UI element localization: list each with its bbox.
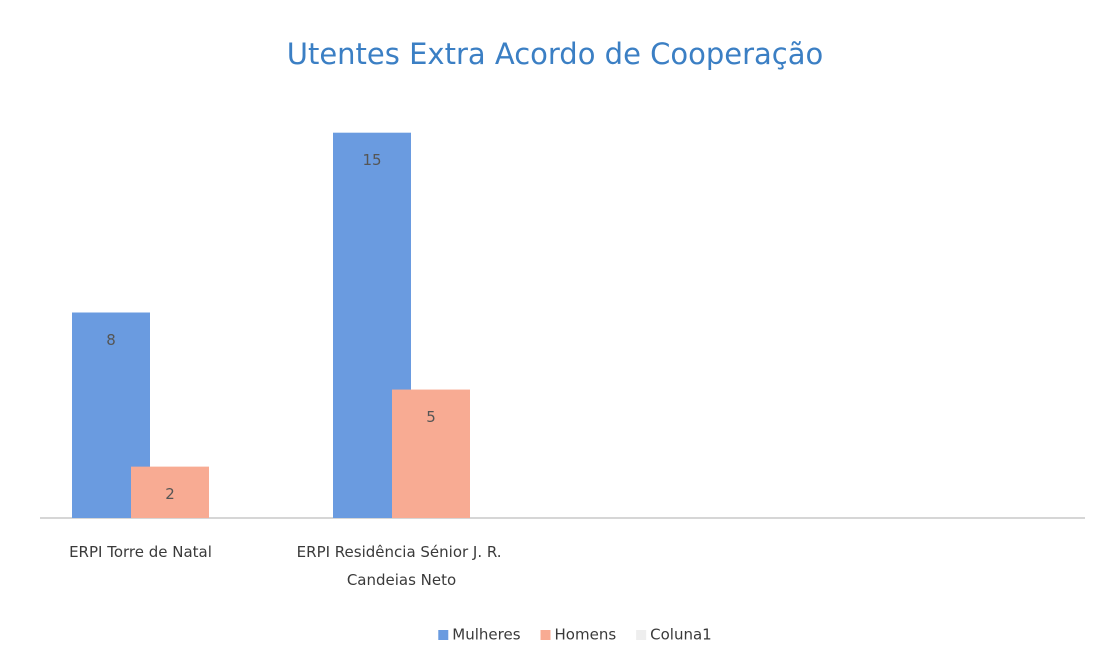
x-tick-label: ERPI Torre de Natal	[69, 543, 212, 561]
legend-swatch	[540, 630, 551, 640]
data-label: 5	[426, 408, 436, 426]
legend-label: Coluna1	[650, 626, 712, 644]
chart-title: Utentes Extra Acordo de Cooperação	[287, 37, 824, 71]
bar	[131, 466, 209, 518]
legend-label: Homens	[555, 626, 617, 644]
data-label: 2	[165, 485, 175, 503]
legend-swatch	[438, 630, 449, 640]
data-label: 8	[106, 331, 116, 349]
data-label: 15	[362, 151, 381, 169]
legend-label: Mulheres	[452, 626, 520, 644]
label-line: ERPI Torre de Natal	[69, 543, 212, 561]
bar	[392, 389, 470, 518]
label-line: Candeias Neto	[347, 571, 456, 589]
legend-item: Homens	[540, 626, 617, 644]
legend-item: Mulheres	[438, 626, 521, 644]
x-tick-label: ERPI Residência Sénior J. R. Candeias Ne…	[297, 543, 507, 589]
legend-item: Coluna1	[636, 626, 712, 644]
label-line: ERPI Residência Sénior J. R.	[297, 543, 507, 561]
legend-swatch	[636, 630, 647, 640]
